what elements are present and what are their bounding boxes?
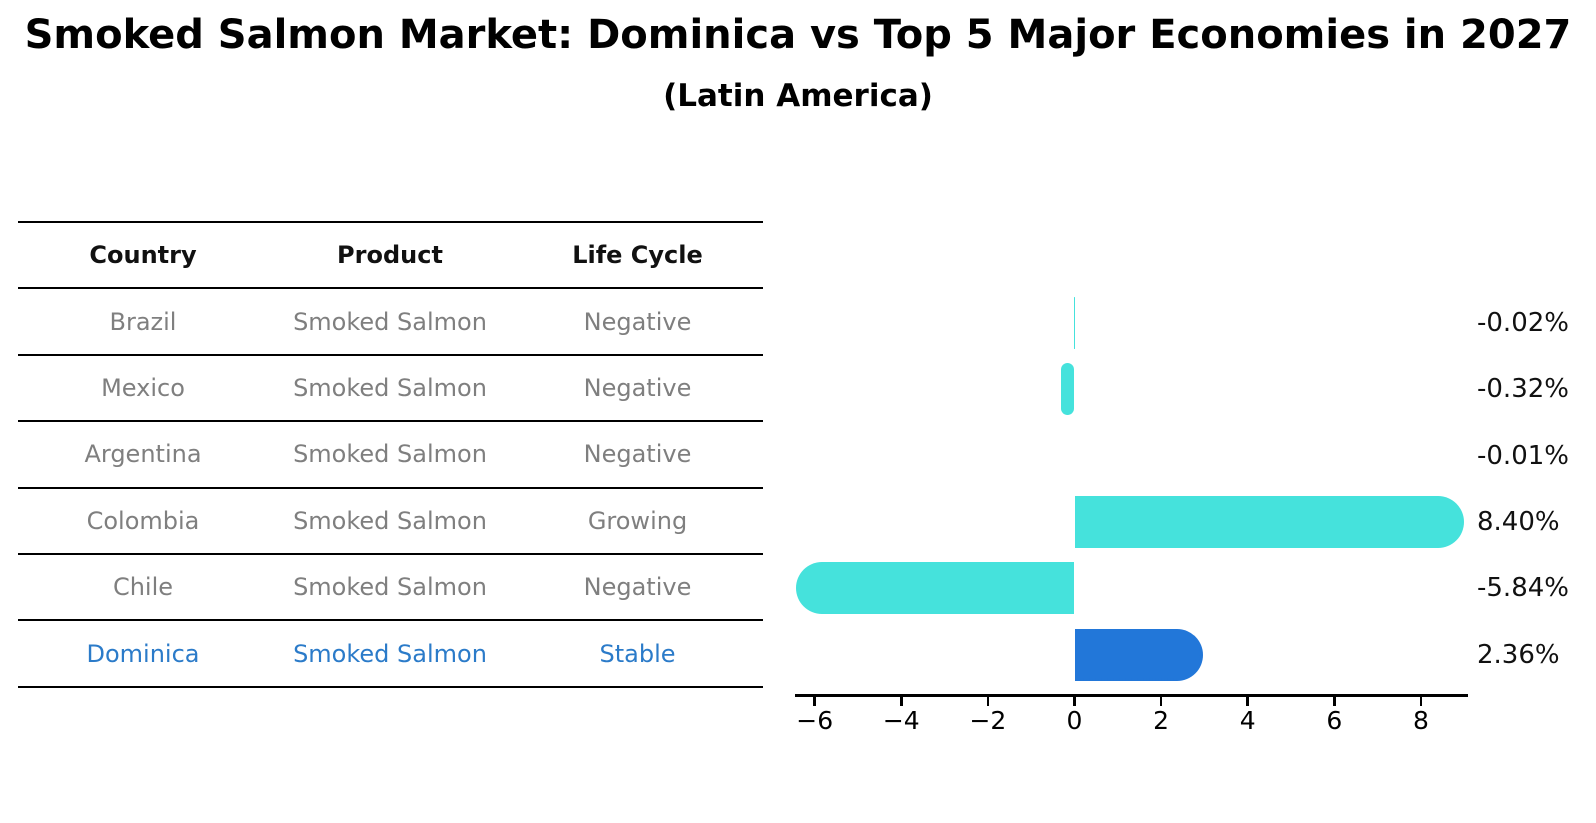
header-product: Product [337, 241, 443, 270]
country-cell: Argentina [84, 440, 202, 469]
lifecycle-cell: Negative [583, 307, 692, 336]
bar-value-label: 8.40% [1477, 507, 1560, 537]
product-cell: Smoked Salmon [293, 440, 487, 469]
bar-value-label: -0.32% [1477, 374, 1569, 404]
bar-brazil [1073, 297, 1075, 349]
x-axis-tick [1333, 697, 1336, 706]
lifecycle-cell: Negative [583, 573, 692, 602]
bar-value-label: -0.01% [1477, 440, 1569, 471]
bar-value-label: -5.84% [1477, 573, 1569, 603]
country-cell: Mexico [101, 373, 185, 402]
bar-chile [795, 562, 1075, 614]
x-axis-tick [813, 697, 816, 706]
product-cell: Smoked Salmon [293, 307, 487, 336]
bar-colombia [1074, 496, 1465, 548]
bar-mexico [1060, 363, 1075, 415]
bar-value-label: 2.36% [1477, 639, 1560, 670]
x-axis-tick [1246, 697, 1249, 706]
product-cell: Smoked Salmon [293, 373, 487, 402]
bar-dominica [1074, 628, 1203, 681]
header-life-cycle: Life Cycle [572, 241, 703, 270]
table-header-row: Country Product Life Cycle [18, 221, 763, 287]
chart-subtitle: (Latin America) [663, 78, 933, 114]
table-row: Chile Smoked Salmon Negative [18, 552, 763, 619]
comparison-table: Country Product Life Cycle Brazil Smoked… [18, 221, 763, 688]
table-row: Argentina Smoked Salmon Negative [18, 420, 763, 486]
table-row: Brazil Smoked Salmon Negative [18, 287, 763, 353]
x-axis-tick-label: 6 [1326, 706, 1343, 735]
country-cell: Dominica [86, 639, 200, 668]
x-axis-tick-label: 0 [1066, 706, 1083, 735]
x-axis-tick-label: 2 [1153, 706, 1170, 735]
x-axis-tick-label: −4 [882, 706, 920, 735]
lifecycle-cell: Stable [599, 639, 676, 668]
table-row: Dominica Smoked Salmon Stable [18, 619, 763, 685]
x-axis-tick-label: 4 [1239, 706, 1256, 735]
country-cell: Brazil [109, 307, 177, 336]
x-axis-tick [1419, 697, 1423, 706]
x-axis-tick-label: −6 [796, 706, 834, 735]
lifecycle-cell: Growing [587, 506, 688, 535]
x-axis [795, 694, 1468, 697]
x-axis-tick [986, 697, 990, 706]
table-row: Mexico Smoked Salmon Negative [18, 353, 763, 420]
x-axis-tick-label: −2 [969, 706, 1007, 735]
chart-title: Smoked Salmon Market: Dominica vs Top 5 … [24, 12, 1572, 58]
table-row: Colombia Smoked Salmon Growing [18, 486, 763, 553]
x-axis-tick [900, 697, 903, 706]
x-axis-tick [1073, 697, 1076, 706]
lifecycle-cell: Negative [583, 373, 692, 402]
product-cell: Smoked Salmon [293, 506, 487, 535]
country-cell: Chile [112, 573, 174, 602]
bar-value-label: -0.02% [1477, 308, 1569, 338]
lifecycle-cell: Negative [583, 440, 692, 469]
header-country: Country [89, 241, 197, 270]
product-cell: Smoked Salmon [293, 573, 487, 602]
product-cell: Smoked Salmon [293, 639, 487, 668]
country-cell: Colombia [86, 506, 200, 535]
x-axis-tick-label: 8 [1412, 706, 1429, 735]
x-axis-tick [1159, 697, 1163, 706]
